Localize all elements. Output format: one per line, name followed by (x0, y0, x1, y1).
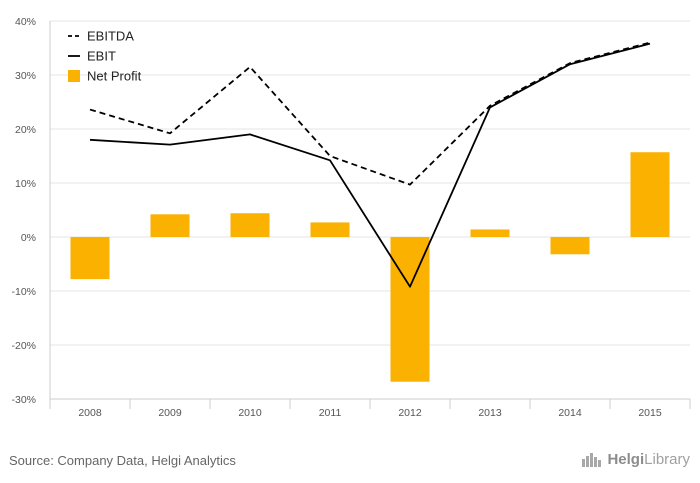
ebit-line[interactable] (89, 42, 651, 288)
brand: Helgi Library (581, 451, 690, 468)
x-tick-label: 2011 (319, 407, 342, 419)
helgi-library-logo-icon (582, 452, 602, 467)
net-profit-bar[interactable] (310, 222, 350, 237)
y-tick-label: -10% (11, 286, 36, 298)
net-profit-bar[interactable] (70, 237, 110, 280)
net-profit-bar[interactable] (470, 229, 510, 237)
y-tick-label: 10% (15, 178, 36, 190)
legend-label-ebit: EBIT (87, 49, 116, 64)
x-tick-label: 2014 (558, 407, 582, 419)
net-profit-bar[interactable] (230, 213, 270, 237)
legend-label-net-profit: Net Profit (87, 69, 142, 84)
net-profit-bar[interactable] (150, 214, 190, 237)
legend-marker-net-profit (68, 70, 80, 82)
y-tick-label: -20% (11, 340, 36, 352)
y-tick-label: 0% (21, 232, 36, 244)
x-tick-label: 2013 (478, 407, 502, 419)
brand-library: Library (644, 451, 690, 468)
x-tick-label: 2010 (238, 407, 262, 419)
x-tick-label: 2012 (398, 407, 422, 419)
chart-area: -30% -20% -10% 0% 10% 20% 30% 40% 2008 2009 2010 20… (11, 16, 691, 419)
net-profit-bar[interactable] (630, 152, 670, 237)
net-profit-bar[interactable] (390, 237, 430, 382)
legend-label-ebitda: EBITDA (87, 29, 134, 44)
y-tick-label: 20% (15, 124, 36, 136)
footer: Source: Company Data, Helgi Analytics He… (0, 443, 700, 483)
y-tick-label: 40% (15, 16, 36, 28)
ebitda-line[interactable] (89, 41, 651, 186)
x-tick-label: 2008 (78, 407, 102, 419)
x-tick-label: 2009 (158, 407, 182, 419)
brand-helgi: Helgi (607, 451, 645, 468)
source-note: Source: Company Data, Helgi Analytics (9, 453, 236, 468)
net-profit-bar[interactable] (550, 237, 590, 255)
y-tick-label: -30% (11, 394, 36, 406)
x-tick-label: 2015 (638, 407, 662, 419)
y-tick-label: 30% (15, 70, 36, 82)
